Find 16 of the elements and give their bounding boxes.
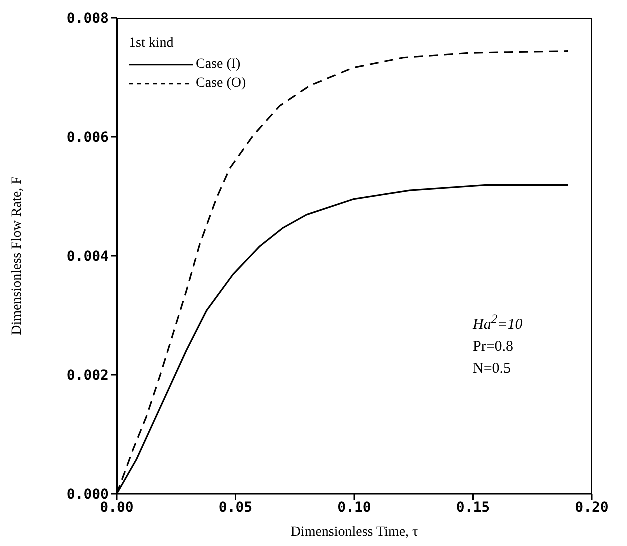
x-tick-label: 0.10	[338, 500, 372, 516]
x-tick-label: 0.20	[575, 500, 609, 516]
legend-label: Case (I)	[196, 56, 241, 74]
annotation: N=0.5	[473, 360, 512, 379]
y-tick-label: 0.002	[66, 368, 109, 384]
y-axis-title: Dimensionless Flow Rate, F	[10, 176, 25, 336]
y-tick-label: 0.004	[66, 248, 109, 265]
annotation: Ha$^{2}$=10	[473, 311, 523, 335]
y-tick-label: 0.008	[66, 10, 109, 27]
legend-label: Case (O)	[196, 75, 246, 93]
x-axis-title: Dimensionless Time, τ	[290, 525, 419, 540]
legend-title: 1st kind	[129, 35, 175, 53]
x-tick-label: 0.05	[218, 500, 253, 516]
y-tick-label: 0.006	[66, 130, 109, 146]
annotation: Pr=0.8	[473, 338, 515, 357]
x-tick-label: 0.15	[456, 500, 490, 516]
